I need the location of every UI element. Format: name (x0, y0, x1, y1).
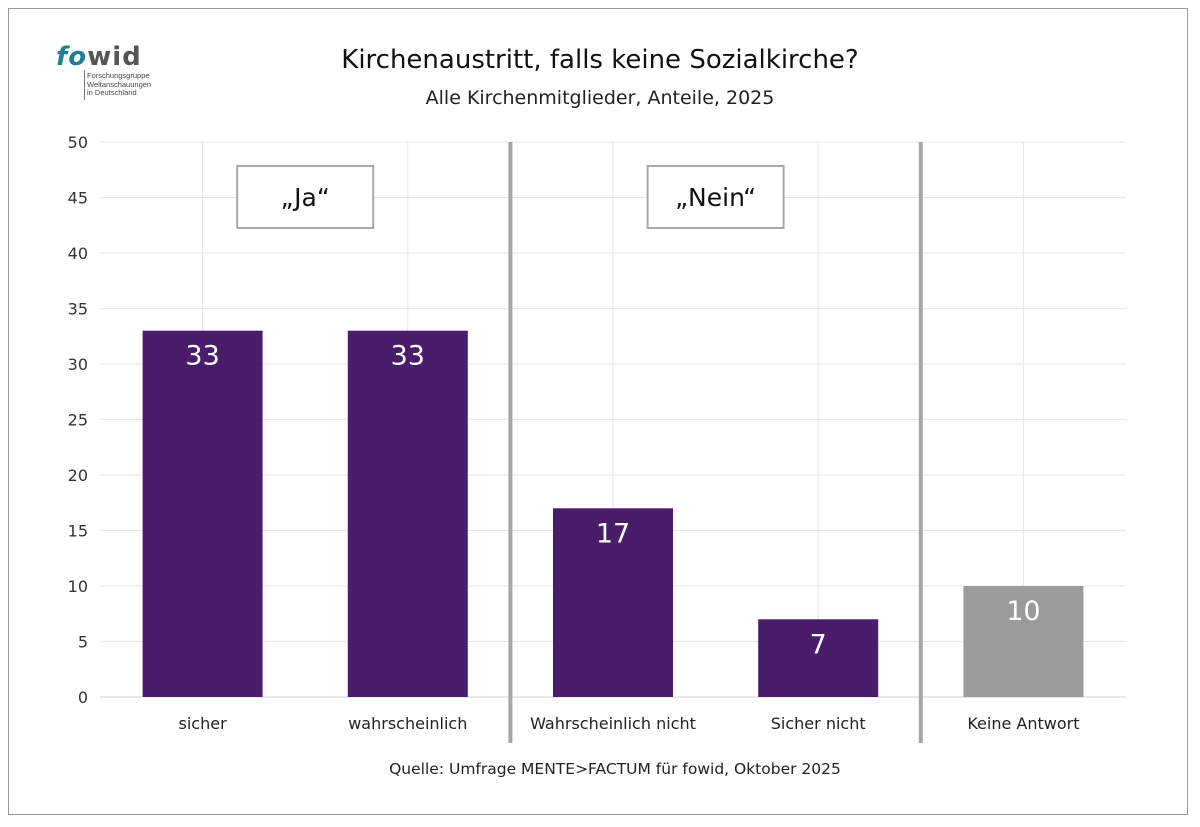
group-label-box (646, 165, 785, 229)
bar-value-label: 33 (391, 341, 425, 372)
logo-subtitle: Forschungsgruppe Weltanschauungen in Deu… (87, 71, 152, 98)
chart-subtitle: Alle Kirchenmitglieder, Anteile, 2025 (425, 87, 775, 109)
y-tick-label: 35 (68, 300, 88, 319)
x-tick-label: Sicher nicht (771, 714, 866, 733)
logo-sub-line-3: in Deutschland (87, 88, 137, 97)
bar-value-label: 17 (596, 518, 630, 549)
bar-value-label: 33 (185, 341, 219, 372)
y-tick-label: 10 (68, 577, 88, 596)
y-tick-label: 25 (68, 411, 88, 430)
y-tick-label: 45 (68, 189, 88, 208)
x-tick-label: wahrscheinlich (348, 714, 467, 733)
chart-source: Quelle: Umfrage MENTE>FACTUM für fowid, … (389, 760, 841, 778)
y-tick-label: 20 (68, 466, 88, 485)
logo-sub-line-2: Weltanschauungen (87, 79, 152, 89)
bar-value-label: 7 (810, 629, 827, 660)
logo-fo: fo (56, 42, 88, 72)
chart-title: Kirchenaustritt, falls keine Sozialkirch… (341, 45, 859, 75)
group-label-box (236, 165, 375, 229)
bar (963, 586, 1084, 697)
bar (758, 619, 879, 697)
bar (553, 508, 673, 697)
logo-wid: wid (87, 42, 142, 72)
bar-value-label: 10 (1006, 596, 1040, 627)
group-label: „Ja“ (281, 183, 330, 212)
group-label: „Nein“ (675, 183, 756, 212)
y-tick-label: 40 (68, 244, 88, 263)
y-tick-label: 0 (78, 688, 88, 707)
y-tick-label: 5 (78, 633, 88, 652)
fowid-logo: fowid Forschungsgruppe Weltanschauungen … (56, 42, 176, 102)
logo-wordmark: fowid (56, 42, 142, 72)
x-tick-label: Wahrscheinlich nicht (530, 714, 696, 733)
x-tick-label: sicher (179, 714, 228, 733)
logo-divider (84, 70, 85, 100)
y-tick-label: 50 (68, 133, 88, 152)
bar (347, 330, 468, 697)
y-tick-label: 15 (68, 522, 88, 541)
x-tick-label: Keine Antwort (967, 714, 1079, 733)
bar (142, 330, 263, 697)
logo-sub-line-1: Forschungsgruppe (87, 71, 150, 80)
y-tick-label: 30 (68, 355, 88, 374)
